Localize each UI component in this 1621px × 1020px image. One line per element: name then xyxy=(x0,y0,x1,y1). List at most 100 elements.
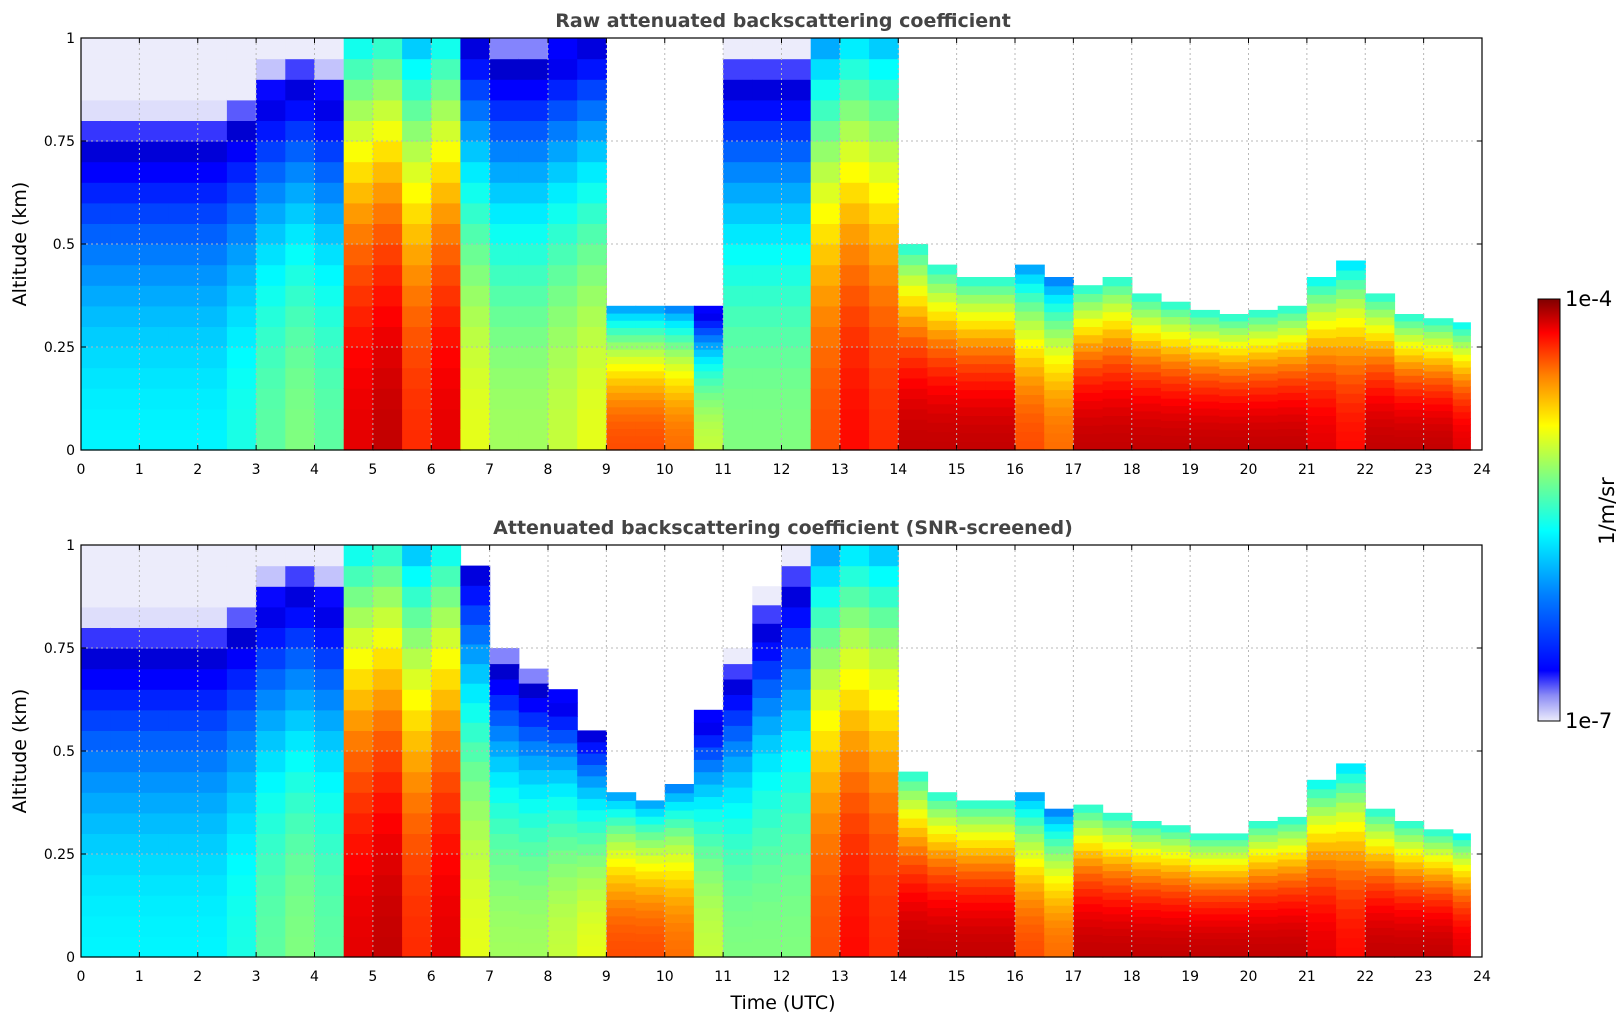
heatmap-cell xyxy=(839,285,870,307)
heatmap-cell xyxy=(869,264,899,286)
heatmap-cell xyxy=(1394,334,1425,342)
x-tick-label: 11 xyxy=(714,462,732,478)
heatmap-cell xyxy=(1423,417,1454,425)
heatmap-cell xyxy=(1277,823,1308,832)
heatmap-cell xyxy=(1102,863,1133,872)
heatmap-cell xyxy=(489,756,520,773)
heatmap-cell xyxy=(839,244,870,266)
heatmap-cell xyxy=(314,182,345,204)
heatmap-cell xyxy=(1044,882,1074,891)
heatmap-cell xyxy=(693,808,724,822)
heatmap-cell xyxy=(285,915,316,937)
heatmap-cell xyxy=(927,320,958,331)
heatmap-cell xyxy=(1015,792,1045,801)
heatmap-cell xyxy=(81,326,111,348)
heatmap-cell xyxy=(402,751,432,773)
heatmap-cell xyxy=(548,388,578,410)
heatmap-cell xyxy=(1044,389,1074,399)
heatmap-cell xyxy=(460,663,491,684)
heatmap-cell xyxy=(1452,411,1471,419)
heatmap-cell xyxy=(752,919,783,939)
heatmap-cell xyxy=(548,876,578,891)
heatmap-cell xyxy=(1131,395,1162,404)
heatmap-cell xyxy=(606,406,637,415)
heatmap-cell xyxy=(693,882,724,896)
heatmap-cell xyxy=(285,936,316,958)
heatmap-cell xyxy=(168,936,199,958)
heatmap-cell xyxy=(1248,415,1279,423)
heatmap-cell xyxy=(723,408,753,430)
heatmap-cell xyxy=(256,792,286,814)
heatmap-cell xyxy=(1044,424,1074,434)
heatmap-cell xyxy=(110,668,140,690)
heatmap-cell xyxy=(431,874,462,896)
heatmap-cell xyxy=(1219,375,1250,383)
heatmap-cell xyxy=(664,913,695,923)
heatmap-cell xyxy=(577,367,607,389)
heatmap-cell xyxy=(869,244,899,266)
heatmap-cell xyxy=(81,347,111,369)
heatmap-cell xyxy=(197,408,228,430)
heatmap-cell xyxy=(1248,429,1279,437)
heatmap-cell xyxy=(839,730,870,752)
heatmap-cell xyxy=(1452,864,1471,872)
heatmap-cell xyxy=(869,305,899,327)
heatmap-cell xyxy=(1306,406,1337,416)
heatmap-cell xyxy=(635,327,666,336)
heatmap-cell xyxy=(1452,895,1471,902)
heatmap-cell xyxy=(1044,823,1074,832)
heatmap-cell xyxy=(1102,320,1133,330)
heatmap-cell xyxy=(139,305,170,327)
heatmap-cell xyxy=(693,363,724,372)
heatmap-cell xyxy=(1394,821,1425,829)
heatmap-cell xyxy=(1423,874,1454,881)
heatmap-cell xyxy=(869,606,899,628)
heatmap-cell xyxy=(723,926,753,943)
heatmap-cell xyxy=(1394,909,1425,917)
heatmap-cell xyxy=(489,388,520,410)
heatmap-cell xyxy=(1248,380,1279,388)
heatmap-cell xyxy=(1423,384,1454,392)
heatmap-cell xyxy=(1131,868,1162,876)
heatmap-cell xyxy=(81,668,111,690)
heatmap-cell xyxy=(693,385,724,393)
heatmap-cell xyxy=(1190,436,1220,444)
heatmap-cell xyxy=(1160,891,1191,899)
heatmap-cell xyxy=(606,833,637,843)
heatmap-cell xyxy=(606,356,637,365)
heatmap-cell xyxy=(372,38,403,60)
heatmap-cell xyxy=(693,734,724,748)
heatmap-cell xyxy=(1277,887,1308,895)
heatmap-cell xyxy=(810,99,841,121)
heatmap-cell xyxy=(985,363,1016,373)
heatmap-cell xyxy=(606,915,637,925)
heatmap-cell xyxy=(781,285,812,307)
heatmap-cell xyxy=(1452,845,1471,853)
heatmap-cell xyxy=(197,709,228,731)
heatmap-cell xyxy=(723,264,753,286)
heatmap-cell xyxy=(1044,897,1074,906)
heatmap-cell xyxy=(577,821,607,833)
heatmap-cell xyxy=(752,182,783,204)
heatmap-cell xyxy=(402,771,432,793)
heatmap-cell xyxy=(1336,821,1366,832)
heatmap-cell xyxy=(168,202,199,224)
heatmap-cell xyxy=(693,428,724,437)
heatmap-cell xyxy=(810,305,841,327)
heatmap-cell xyxy=(139,38,170,60)
heatmap-cell xyxy=(577,429,607,451)
heatmap-cell xyxy=(226,606,257,628)
heatmap-cell xyxy=(548,756,578,771)
heatmap-cell xyxy=(1131,882,1162,890)
heatmap-cell xyxy=(752,347,783,369)
heatmap-cell xyxy=(168,606,199,628)
heatmap-cell xyxy=(1248,821,1279,829)
heatmap-cell xyxy=(635,894,666,903)
heatmap-cell xyxy=(1277,385,1308,393)
heatmap-cell xyxy=(372,668,403,690)
heatmap-cell xyxy=(1423,377,1454,385)
heatmap-cell xyxy=(1073,318,1104,327)
heatmap-cell xyxy=(781,751,812,773)
heatmap-cell xyxy=(693,406,724,415)
heatmap-cell xyxy=(1219,926,1250,933)
